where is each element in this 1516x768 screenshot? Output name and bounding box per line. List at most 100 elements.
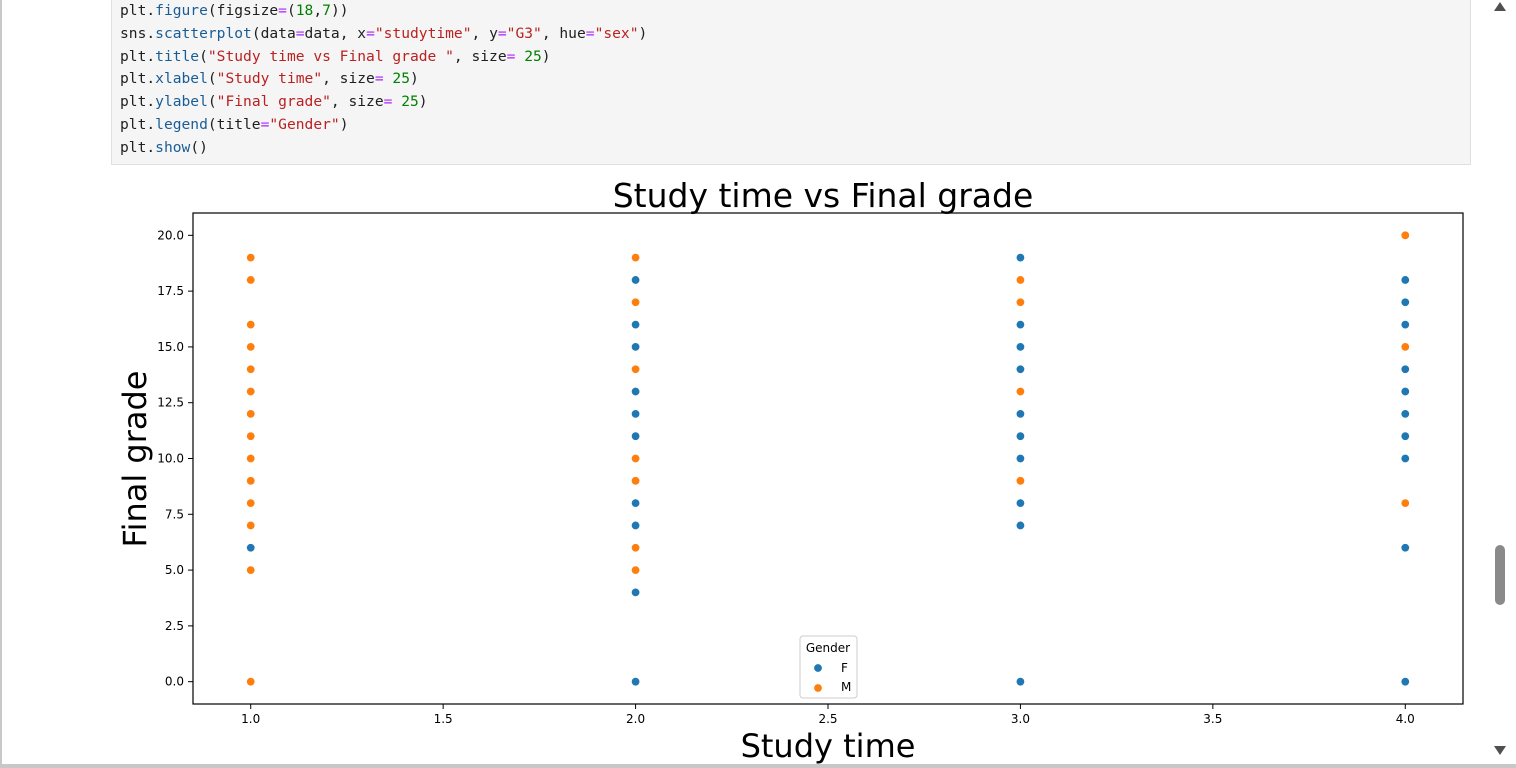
y-tick-label: 10.0	[157, 452, 184, 466]
scatter-point-m	[246, 676, 256, 687]
scroll-up-arrow-icon[interactable]	[1494, 2, 1506, 11]
code-token: )	[541, 47, 551, 65]
scatter-point-f	[1015, 520, 1026, 531]
x-tick-label: 1.0	[241, 712, 260, 726]
scatter-point-m	[246, 453, 256, 464]
y-tick-label: 15.0	[157, 340, 184, 354]
scatter-point-m	[246, 431, 256, 441]
code-token: plt.	[120, 115, 156, 133]
code-token: =	[585, 24, 595, 42]
scatter-point-f	[1015, 252, 1026, 263]
legend-marker-m	[813, 683, 823, 693]
scatter-point-f	[1400, 297, 1410, 307]
scatter-point-f	[1015, 498, 1026, 508]
scatter-point-f	[1400, 319, 1410, 330]
scatter-point-f	[630, 386, 641, 397]
code-token: =	[260, 115, 270, 133]
y-tick-label: 0.0	[165, 675, 184, 689]
scatter-point-f	[1400, 676, 1410, 687]
x-ticks: 1.0 1.5 2.0 2.5 3.0 3.5 4.0	[241, 704, 1415, 726]
code-token: plt.	[120, 93, 156, 111]
y-tick-label: 5.0	[165, 563, 184, 577]
y-ticks: 0.0 2.5 5.0 7.5 10.0 12.5 15.0 17.5 20.0	[157, 228, 193, 689]
code-token: plt.	[120, 70, 156, 88]
scatter-point-f	[630, 319, 641, 330]
code-line: plt.ylabel("Final grade", size= 25)	[120, 91, 647, 114]
code-token: legend	[155, 115, 208, 133]
code-line: plt.title("Study time vs Final grade ", …	[120, 46, 647, 69]
scatter-point-f	[630, 431, 641, 441]
code-token: plt.	[120, 138, 156, 156]
code-token: ylabel	[155, 93, 208, 111]
code-token: "Gender"	[269, 115, 340, 133]
x-tick-label: 3.5	[1203, 712, 1222, 726]
code-cell[interactable]: plt.figure(figsize=(18,7)) sns.scatterplo…	[111, 0, 1471, 165]
code-token: "studytime"	[374, 24, 472, 42]
code-token: =	[295, 24, 305, 42]
code-token: 25	[524, 47, 542, 65]
code-token: =	[497, 24, 507, 42]
code-token: 25	[392, 70, 410, 88]
code-token: 18	[295, 2, 314, 19]
code-token: =	[374, 70, 384, 88]
code-token: show	[155, 138, 191, 156]
code-token: (figsize	[207, 2, 279, 19]
code-token: "Study time vs Final grade "	[207, 47, 454, 65]
x-tick-label: 3.0	[1011, 712, 1030, 726]
scatter-point-m	[246, 364, 256, 374]
code-token: 25	[401, 93, 419, 111]
legend-box	[799, 635, 858, 699]
legend-label-m: M	[841, 680, 851, 694]
code-line: plt.show()	[120, 137, 647, 160]
code-token: sns.	[120, 24, 156, 42]
scatter-point-m	[246, 520, 256, 531]
scatter-point-f	[1400, 409, 1410, 419]
code-token: =	[366, 24, 375, 42]
x-tick-label: 2.0	[626, 712, 645, 726]
scatter-point-f	[1015, 453, 1026, 464]
scatter-point-f	[630, 520, 641, 531]
scatter-point-m	[630, 364, 641, 374]
scatter-point-m	[1015, 297, 1026, 307]
scatter-point-f	[1015, 409, 1026, 419]
legend-label-f: F	[841, 661, 848, 675]
scatter-point-m	[1015, 386, 1026, 397]
code-line: plt.legend(title="Gender")	[120, 114, 647, 137]
code-line: sns.scatterplot(data=data, x="studytime"…	[120, 23, 647, 46]
scatter-point-f	[630, 587, 641, 598]
scatter-point-m	[246, 409, 256, 419]
scatter-point-m	[630, 476, 641, 486]
code-token: (data	[251, 24, 296, 42]
code-token: (	[286, 2, 296, 19]
code-token: title	[155, 47, 200, 65]
code-block[interactable]: plt.figure(figsize=(18,7)) sns.scatterplo…	[120, 0, 647, 160]
scatter-point-m	[246, 386, 256, 397]
scatter-point-f	[1015, 676, 1026, 687]
scatter-points	[246, 230, 1410, 687]
scatter-point-f	[1400, 364, 1410, 374]
code-token: , hue	[541, 24, 586, 42]
code-token: , y	[471, 24, 498, 42]
scatter-point-f	[1400, 386, 1410, 397]
code-token: "sex"	[594, 24, 639, 42]
scatter-point-f	[1015, 342, 1026, 352]
scatter-point-f	[1015, 431, 1026, 441]
y-tick-label: 17.5	[157, 284, 184, 298]
scatter-point-f	[246, 543, 256, 553]
scatter-point-f	[1015, 364, 1026, 374]
code-token: =	[383, 93, 393, 111]
scatter-point-m	[630, 453, 641, 464]
code-token: 7	[322, 2, 331, 19]
vertical-scrollbar[interactable]	[1490, 0, 1510, 764]
scrollbar-thumb[interactable]	[1495, 545, 1505, 605]
code-token: ()	[190, 138, 208, 156]
x-axis-label: Study time	[741, 727, 916, 765]
scatter-point-m	[246, 319, 256, 330]
y-tick-label: 20.0	[157, 228, 184, 242]
legend: Gender F M	[799, 635, 858, 699]
chart-title: Study time vs Final grade	[613, 176, 1034, 215]
scatter-point-f	[1400, 543, 1410, 553]
y-tick-label: 2.5	[165, 619, 184, 633]
code-token: ,	[313, 2, 323, 19]
scroll-down-arrow-icon[interactable]	[1494, 746, 1506, 755]
